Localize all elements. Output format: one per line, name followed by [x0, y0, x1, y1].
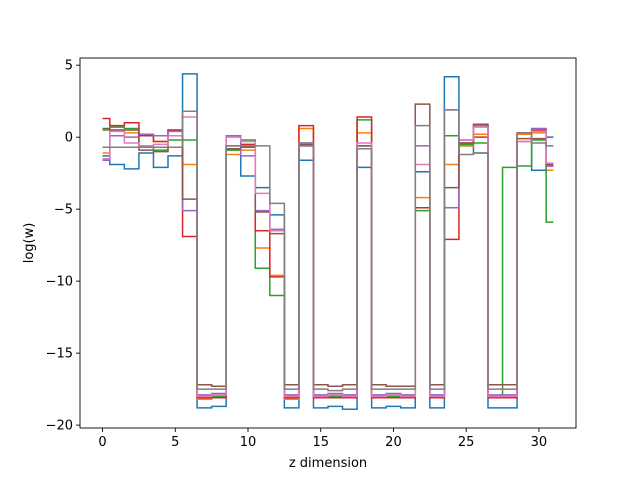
y-axis-ticks: 5 0 −5 −10 −15 −20 — [46, 59, 80, 434]
y-tick-label: 5 — [65, 59, 73, 74]
series-line-7 — [102, 109, 554, 398]
plot-series-group — [102, 73, 554, 411]
series-line-8 — [102, 109, 554, 392]
y-axis-label: log(w) — [22, 223, 37, 264]
y-tick-label: −5 — [54, 203, 73, 218]
x-axis-label: z dimension — [289, 456, 367, 471]
y-tick-label: 0 — [65, 131, 73, 146]
y-tick-label: −10 — [46, 275, 73, 290]
y-tick-label: −15 — [46, 347, 73, 362]
x-tick-label: 20 — [385, 435, 402, 450]
x-tick-label: 30 — [531, 435, 548, 450]
x-tick-label: 0 — [98, 435, 106, 450]
x-tick-label: 25 — [458, 435, 475, 450]
y-tick-label: −20 — [46, 419, 73, 434]
x-tick-label: 15 — [312, 435, 329, 450]
series-line-1 — [102, 73, 554, 411]
x-tick-label: 10 — [240, 435, 257, 450]
axes-frame — [79, 57, 577, 429]
x-axis-ticks: 0 5 10 15 20 25 30 — [98, 428, 547, 450]
x-tick-label: 5 — [171, 435, 179, 450]
